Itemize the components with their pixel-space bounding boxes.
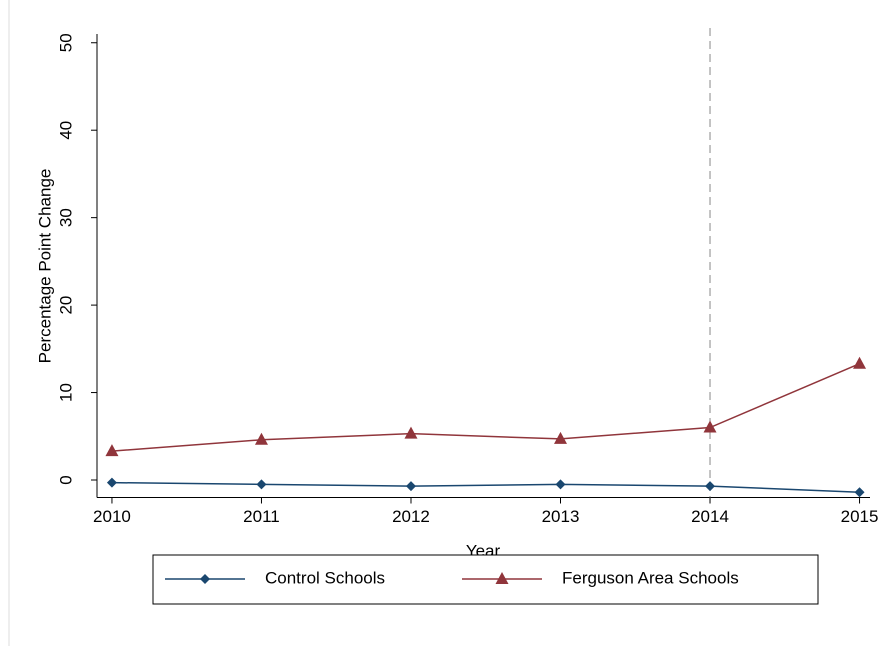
x-tick-label: 2011 <box>243 507 280 526</box>
x-tick-label: 2012 <box>392 507 430 526</box>
y-axis-label: Percentage Point Change <box>35 169 54 364</box>
marker <box>555 479 566 490</box>
x-tick-label: 2014 <box>691 507 729 526</box>
x-tick-label: 2015 <box>841 507 879 526</box>
marker <box>105 444 119 457</box>
legend-label: Control Schools <box>265 568 385 587</box>
marker <box>404 426 418 439</box>
y-tick-label: 50 <box>56 33 75 52</box>
marker <box>703 420 717 433</box>
series-line <box>111 481 860 494</box>
marker <box>256 479 267 490</box>
y-tick-label: 30 <box>56 208 75 227</box>
marker <box>854 487 865 498</box>
marker <box>106 477 117 488</box>
legend-marker <box>200 574 210 584</box>
x-tick-label: 2013 <box>542 507 580 526</box>
marker <box>705 481 716 492</box>
marker <box>853 356 867 369</box>
marker <box>254 432 268 445</box>
legend-marker <box>495 572 509 584</box>
legend-label: Ferguson Area Schools <box>562 568 739 587</box>
y-tick-label: 0 <box>56 475 75 484</box>
marker <box>405 481 416 492</box>
x-tick-label: 2010 <box>93 507 131 526</box>
y-tick-label: 10 <box>56 383 75 402</box>
series-line <box>111 363 860 452</box>
marker <box>554 431 568 444</box>
y-tick-label: 20 <box>56 296 75 315</box>
y-tick-label: 40 <box>56 121 75 140</box>
